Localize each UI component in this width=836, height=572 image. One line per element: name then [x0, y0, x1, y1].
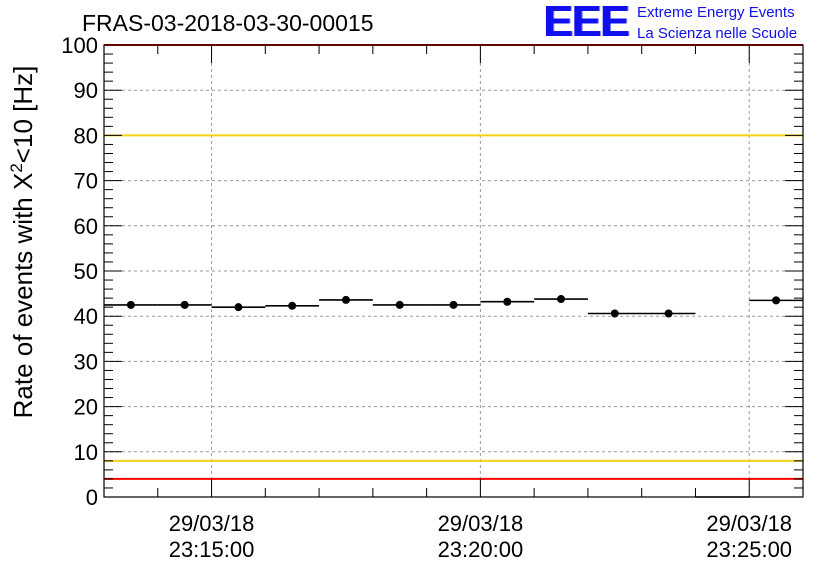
y-tick-label: 90	[74, 78, 98, 103]
data-point	[234, 303, 243, 312]
x-tick-date: 29/03/18	[438, 511, 524, 536]
plot-frame	[103, 44, 804, 498]
reference-lines	[104, 44, 803, 480]
data-point	[449, 300, 458, 309]
logo-mark: EEE	[543, 0, 629, 46]
y-tick-label: 20	[74, 395, 98, 420]
data-point	[126, 300, 135, 309]
x-tick-labels: 29/03/1823:15:0029/03/1823:20:0029/03/18…	[169, 511, 792, 562]
y-tick-label: 40	[74, 304, 98, 329]
y-tick-label: 0	[86, 485, 98, 510]
data-point	[288, 301, 297, 310]
data-point	[395, 300, 404, 309]
y-axis-title-suffix: <10 [Hz]	[8, 66, 38, 164]
plot-border	[103, 44, 804, 498]
y-tick-label: 10	[74, 440, 98, 465]
x-tick-time: 23:25:00	[706, 537, 792, 562]
data-point	[664, 309, 673, 318]
x-tick-date: 29/03/18	[706, 511, 792, 536]
data-point	[610, 309, 619, 318]
y-tick-label: 100	[61, 33, 98, 58]
y-tick-labels: 0 10 20 30 40 50 60 70 80 90 100	[61, 33, 98, 510]
y-tick-label: 80	[74, 123, 98, 148]
data-point	[503, 297, 512, 306]
grid	[104, 45, 803, 497]
logo-line2: La Scienza nelle Scuole	[637, 25, 798, 42]
y-axis-title: Rate of events with X2<10 [Hz]	[7, 66, 38, 419]
eee-logo: EEE Extreme Energy Events La Scienza nel…	[543, 0, 833, 46]
y-tick-label: 30	[74, 349, 98, 374]
x-tick-time: 23:20:00	[438, 537, 524, 562]
y-axis-title-sup: 2	[7, 163, 26, 172]
x-tick-date: 29/03/18	[169, 511, 255, 536]
y-axis-title-prefix: Rate of events with X	[8, 173, 38, 419]
data-point	[557, 295, 566, 304]
x-tick-time: 23:15:00	[169, 537, 255, 562]
y-tick-label: 60	[74, 214, 98, 239]
run-title: FRAS-03-2018-03-30-00015	[82, 10, 374, 36]
logo-line1: Extreme Energy Events	[637, 4, 795, 21]
y-tick-label: 70	[74, 169, 98, 194]
data-points	[104, 295, 803, 498]
y-tick-label: 50	[74, 259, 98, 284]
data-point	[772, 296, 781, 305]
data-point	[180, 300, 189, 309]
data-point	[341, 295, 350, 304]
